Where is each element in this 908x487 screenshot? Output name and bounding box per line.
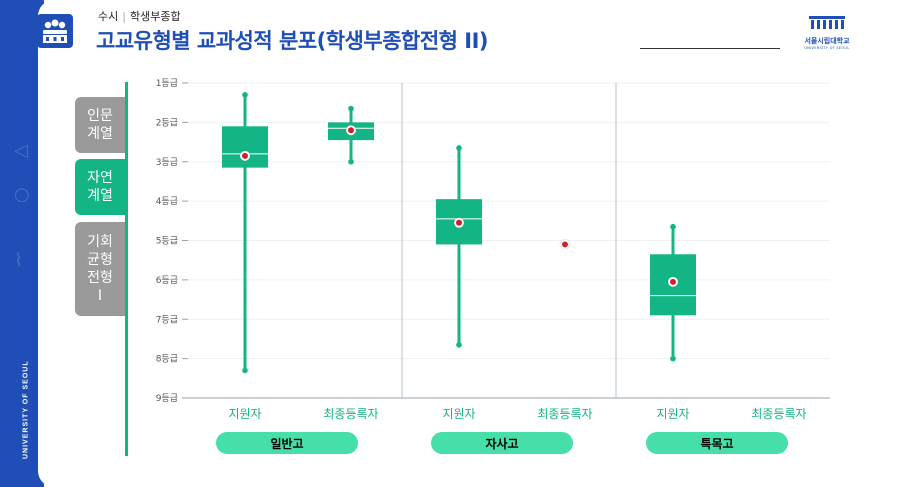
y-tick-label: 2등급 (156, 117, 178, 128)
whisker-max-point (348, 158, 354, 165)
mean-marker (242, 152, 248, 159)
whisker-min-point (456, 145, 462, 151)
y-tick-label: 4등급 (156, 196, 178, 207)
whisker-max-point (670, 355, 676, 362)
logo-mark-icon (809, 16, 845, 29)
mean-marker (562, 241, 568, 248)
y-tick-label: 5등급 (156, 236, 178, 247)
y-tick-label: 9등급 (156, 393, 178, 404)
people-icon (37, 14, 73, 48)
whisker-max-point (456, 342, 462, 348)
box-iqr (222, 126, 268, 168)
y-tick-label: 8등급 (156, 354, 178, 365)
whisker-min-point (348, 105, 354, 112)
logo-subtext: UNIVERSITY OF SEOUL (804, 46, 850, 50)
tab-rail (125, 82, 128, 456)
y-tick-label: 7등급 (156, 314, 178, 325)
whisker-min-point (670, 223, 676, 230)
university-logo: 서울시립대학교 UNIVERSITY OF SEOUL (787, 14, 867, 54)
x-category-label: 최종등록자 (537, 407, 592, 421)
x-category-label: 최종등록자 (751, 407, 806, 421)
page-title: 고교유형별 교과성적 분포(학생부종합전형 II) (96, 29, 489, 53)
x-category-label: 최종등록자 (323, 407, 378, 421)
zigzag-decor-icon: ⌇ (14, 250, 23, 271)
group-label-special: 특목고 (646, 432, 788, 454)
triangle-decor-icon: ◁ (14, 140, 28, 161)
x-category-label: 지원자 (656, 407, 689, 421)
logo-name: 서울시립대학교 (804, 37, 850, 45)
mean-marker (456, 219, 462, 226)
circle-decor-icon: ○ (14, 184, 30, 205)
y-tick-label: 3등급 (156, 157, 178, 168)
breadcrumb-subcategory: 학생부종합 (129, 10, 181, 23)
left-brand-bar: ◁ ○ ⌇ UNIVERSITY OF SEOUL (0, 0, 44, 487)
x-category-label: 지원자 (228, 407, 261, 421)
group-label-autonomous: 자사고 (431, 432, 573, 454)
mean-marker (670, 278, 676, 285)
tab-equal-opportunity[interactable]: 기회 균형 전형 Ⅰ (75, 222, 125, 316)
breadcrumb: 수시 | 학생부종합 (98, 10, 181, 23)
x-category-label: 지원자 (442, 407, 475, 421)
y-tick-label: 6등급 (156, 275, 178, 286)
whisker-min-point (242, 92, 248, 98)
breadcrumb-category: 수시 (98, 10, 119, 23)
mean-marker (348, 127, 354, 134)
y-tick-label: 1등급 (156, 78, 178, 89)
group-label-general: 일반고 (216, 432, 358, 454)
whisker-max-point (242, 367, 248, 374)
tab-natural-science[interactable]: 자연 계열 (75, 159, 125, 215)
title-rule (640, 48, 780, 49)
tab-humanities[interactable]: 인문 계열 (75, 97, 125, 153)
